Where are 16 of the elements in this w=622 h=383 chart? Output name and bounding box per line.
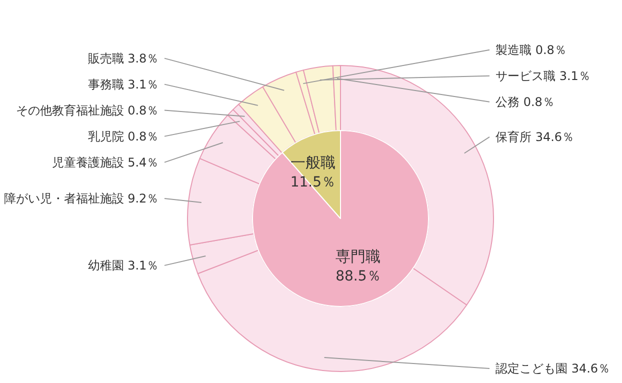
category-label: 事務職 3.1％ [88, 77, 159, 92]
slice-label: 一般職 [290, 154, 336, 172]
slice-label: 専門職 [336, 247, 381, 266]
category-label: 販売職 3.8％ [88, 51, 159, 66]
data-label: 88.5％ [336, 268, 381, 284]
category-label: 保育所 34.6％ [496, 130, 574, 144]
category-label: 認定こども園 34.6％ [496, 362, 610, 376]
category-label: 障がい児・者福祉施設 9.2％ [4, 191, 159, 206]
data-label: 11.5％ [290, 174, 336, 191]
category-label: サービス職 3.1％ [496, 68, 590, 83]
category-label: 乳児院 0.8％ [88, 129, 159, 144]
category-label: その他教育福祉施設 0.8％ [16, 103, 159, 118]
category-label: 児童養護施設 5.4％ [52, 155, 159, 170]
category-label: 公務 0.8％ [496, 94, 554, 109]
category-label: 幼稚園 3.1％ [88, 258, 159, 272]
category-label: 製造職 0.8％ [496, 42, 566, 57]
